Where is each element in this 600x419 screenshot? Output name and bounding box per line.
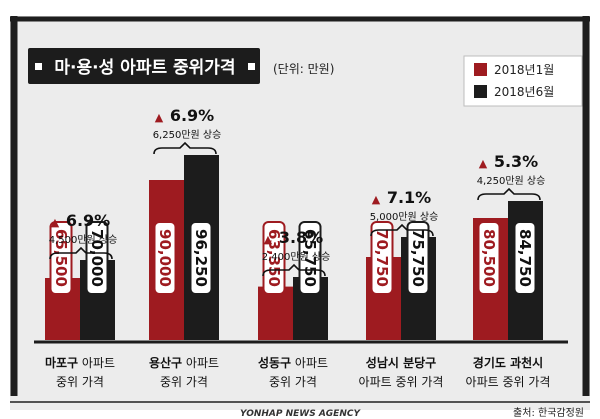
value-label-jun-bg xyxy=(189,221,213,295)
change-amount: 5,000만원 상승 xyxy=(370,211,439,223)
value-label-jan: 90,000 xyxy=(156,229,174,287)
legend-label-jan: 2018년1월 xyxy=(494,63,554,77)
change-annotation: ▲ 5.3% 4,250만원 상승 xyxy=(477,152,546,201)
value-label-jan: 65,500 xyxy=(52,229,70,287)
value-label-jan: 63,350 xyxy=(265,229,283,287)
value-label-jun-bg xyxy=(513,221,537,295)
up-arrow-icon: ▲ xyxy=(155,111,164,124)
agency-credit: YONHAP NEWS AGENCY xyxy=(240,409,361,419)
change-amount: 4,250만원 상승 xyxy=(477,175,546,187)
category-label-line1: 마포구 아파트 xyxy=(45,355,115,370)
category-label-line2: 아파트 중위 가격 xyxy=(466,375,551,389)
value-label-jun: 65,750 xyxy=(301,229,319,287)
change-percent: 6.9% xyxy=(66,211,110,230)
category-label-line2: 중위 가격 xyxy=(269,375,317,389)
change-bracket xyxy=(370,223,434,237)
value-label-jan-bg xyxy=(370,221,394,295)
change-bracket xyxy=(49,246,113,260)
value-label-jun: 96,250 xyxy=(192,229,210,287)
legend-label-jun: 2018년6월 xyxy=(494,85,554,99)
change-percent: 5.3% xyxy=(494,152,538,171)
up-arrow-icon: ▲ xyxy=(479,157,488,170)
bar-jan xyxy=(258,286,293,340)
change-annotation: ▲ 3.8% 2,400만원 상승 xyxy=(262,228,331,277)
change-annotations: ▲ 6.9% 4,500만원 상승 ▲ 6.9% 6,250만원 상승 ▲ 3.8% 2,400… xyxy=(49,106,546,277)
change-bracket xyxy=(262,263,326,277)
change-bracket xyxy=(153,141,217,155)
category-label-line1: 용산구 아파트 xyxy=(149,355,219,370)
legend-swatch-jan xyxy=(474,63,487,76)
value-label-jun-bg xyxy=(298,221,322,295)
category-label-line1: 성남시 분당구 xyxy=(366,355,436,370)
legend: 2018년1월 2018년6월 xyxy=(463,55,583,107)
chart-title: 마·용·성 아파트 중위가격 xyxy=(54,58,235,78)
value-label-jun: 84,750 xyxy=(516,229,534,287)
category-label-line2: 아파트 중위 가격 xyxy=(359,375,444,389)
value-label-jan-bg xyxy=(153,221,177,295)
value-label-jan-bg xyxy=(262,221,286,295)
value-label-jan: 70,750 xyxy=(373,229,391,287)
category-label-line2: 중위 가격 xyxy=(56,375,104,389)
up-arrow-icon: ▲ xyxy=(51,216,60,229)
change-bracket xyxy=(477,187,541,201)
title-banner: 마·용·성 아파트 중위가격 xyxy=(28,48,260,84)
change-amount: 6,250만원 상승 xyxy=(153,129,222,141)
legend-swatch-jun xyxy=(474,85,487,98)
value-label-jun-bg xyxy=(85,221,109,295)
value-label-jan-bg xyxy=(477,221,501,295)
change-amount: 2,400만원 상승 xyxy=(262,251,331,263)
category-label-line2: 중위 가격 xyxy=(160,375,208,389)
change-annotation: ▲ 6.9% 4,500만원 상승 xyxy=(49,211,118,260)
up-arrow-icon: ▲ xyxy=(264,233,273,246)
source-note: 출처: 한국감정원 xyxy=(513,407,584,419)
value-label-jun: 70,000 xyxy=(88,229,106,287)
change-percent: 6.9% xyxy=(170,106,214,125)
change-annotation: ▲ 6.9% 6,250만원 상승 xyxy=(153,106,222,155)
unit-label: (단위: 만원) xyxy=(273,62,334,76)
category-label-line1: 성동구 아파트 xyxy=(258,356,328,370)
change-annotation: ▲ 7.1% 5,000만원 상승 xyxy=(370,188,439,237)
category-label-line1: 경기도 과천시 xyxy=(473,355,543,370)
value-label-jan: 80,500 xyxy=(480,229,498,287)
change-amount: 4,500만원 상승 xyxy=(49,234,118,246)
up-arrow-icon: ▲ xyxy=(372,193,381,206)
value-label-jun-bg xyxy=(406,221,430,295)
value-label-jun: 75,750 xyxy=(409,229,427,287)
change-percent: 3.8% xyxy=(279,228,323,247)
change-percent: 7.1% xyxy=(387,188,431,207)
